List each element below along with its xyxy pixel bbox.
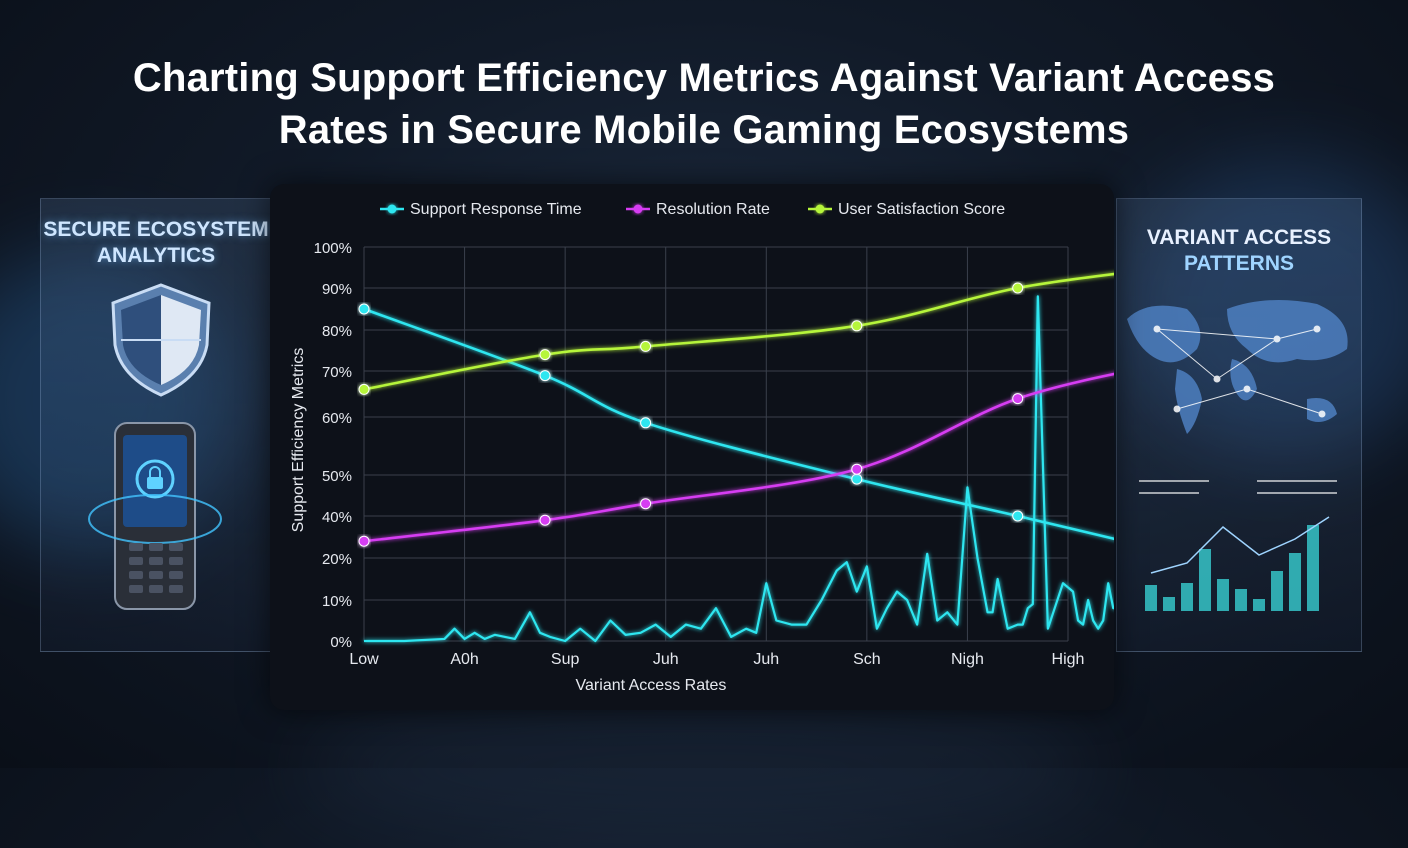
series-point: [358, 383, 370, 395]
y-tick-label: 10%: [322, 593, 352, 610]
legend-swatch-dot: [633, 204, 643, 214]
series-line: [363, 372, 1114, 543]
legend-label: User Satisfaction Score: [838, 201, 1005, 218]
legend-item: Support Response Time: [380, 201, 582, 218]
variant-access-panel: VARIANT ACCESS PATTERNS: [1116, 198, 1362, 652]
x-tick-label: Juh: [753, 651, 779, 668]
series-point: [358, 303, 370, 315]
x-tick-label: Sch: [853, 651, 881, 668]
x-tick-label: Nigh: [951, 651, 984, 668]
phone-lock-icon: [88, 422, 222, 610]
right-panel-illustration: [1127, 300, 1348, 611]
x-axis-label: Variant Access Rates: [576, 677, 727, 694]
x-tick-label: High: [1052, 651, 1085, 668]
x-tick-label: Sup: [551, 651, 580, 668]
y-tick-label: 90%: [322, 281, 352, 298]
series-point: [851, 320, 863, 332]
variant-access-title-line2: PATTERNS: [1183, 252, 1295, 275]
y-tick-label: 50%: [322, 468, 352, 485]
y-tick-label: 20%: [322, 551, 352, 568]
legend-label: Support Response Time: [410, 201, 582, 218]
series-lines: [358, 272, 1114, 547]
series-point: [358, 535, 370, 547]
series-3: [358, 272, 1114, 395]
chart-card: 0% 10% 20% 40% 50% 60% 70% 80% 90% 100% Low A0h Sup…: [270, 184, 1114, 710]
y-tick-label: 80%: [322, 323, 352, 340]
access-signal-line: [364, 295, 1114, 643]
legend-swatch-dot: [387, 204, 397, 214]
series-line: [363, 307, 1114, 541]
shield-icon: [111, 283, 211, 397]
series-point: [851, 463, 863, 475]
series-point: [1012, 393, 1024, 405]
series-point: [1012, 510, 1024, 522]
secure-ecosystem-title-line2: ANALYTICS: [96, 244, 216, 267]
secure-ecosystem-panel: SECURE ECOSYSTEM ANALYTICS: [40, 198, 272, 652]
legend-label: Resolution Rate: [656, 201, 770, 218]
series-point: [539, 349, 551, 361]
legend-swatch-dot: [815, 204, 825, 214]
x-tick-label: Juh: [653, 651, 679, 668]
y-tick-label: 40%: [322, 509, 352, 526]
y-axis-ticks: 0% 10% 20% 40% 50% 60% 70% 80% 90% 100%: [314, 240, 352, 651]
bar-chart-icon: [1139, 480, 1337, 611]
legend-item: Resolution Rate: [626, 201, 770, 218]
x-tick-label: A0h: [450, 651, 478, 668]
background-glow-bottom: [300, 688, 1100, 848]
x-tick-label: Low: [349, 651, 379, 668]
series-point: [539, 370, 551, 382]
y-tick-label: 70%: [322, 364, 352, 381]
world-map-icon: [1127, 300, 1348, 434]
legend: Support Response Time Resolution Rate User…: [380, 201, 1005, 218]
series-point: [640, 417, 652, 429]
page-title: Charting Support Efficiency Metrics Agai…: [132, 56, 1276, 152]
series-point: [640, 498, 652, 510]
series-line: [363, 272, 1114, 391]
variant-access-title-line1: VARIANT ACCESS: [1146, 226, 1332, 249]
variant-access-title: VARIANT ACCESS PATTERNS: [1117, 225, 1361, 277]
access-signal: [364, 295, 1114, 643]
y-tick-label: 100%: [314, 240, 352, 257]
series-point: [1012, 282, 1024, 294]
x-axis-ticks: Low A0h Sup Juh Juh Sch Nigh High: [349, 651, 1084, 668]
y-tick-label: 60%: [322, 410, 352, 427]
map-connection-lines: [1153, 325, 1326, 418]
y-tick-label: 0%: [330, 634, 352, 651]
line-chart: 0% 10% 20% 40% 50% 60% 70% 80% 90% 100% Low A0h Sup…: [290, 201, 1114, 694]
series-point: [851, 473, 863, 485]
secure-ecosystem-title: SECURE ECOSYSTEM ANALYTICS: [41, 217, 271, 269]
y-axis-label: Support Efficiency Metrics: [290, 348, 307, 533]
grid: [363, 246, 1069, 642]
secure-ecosystem-title-line1: SECURE ECOSYSTEM: [43, 218, 269, 241]
series-point: [640, 340, 652, 352]
series-1: [358, 303, 1114, 541]
left-panel-illustration: [88, 283, 222, 610]
series-point: [539, 514, 551, 526]
series-2: [358, 372, 1114, 547]
legend-item: User Satisfaction Score: [808, 201, 1005, 218]
